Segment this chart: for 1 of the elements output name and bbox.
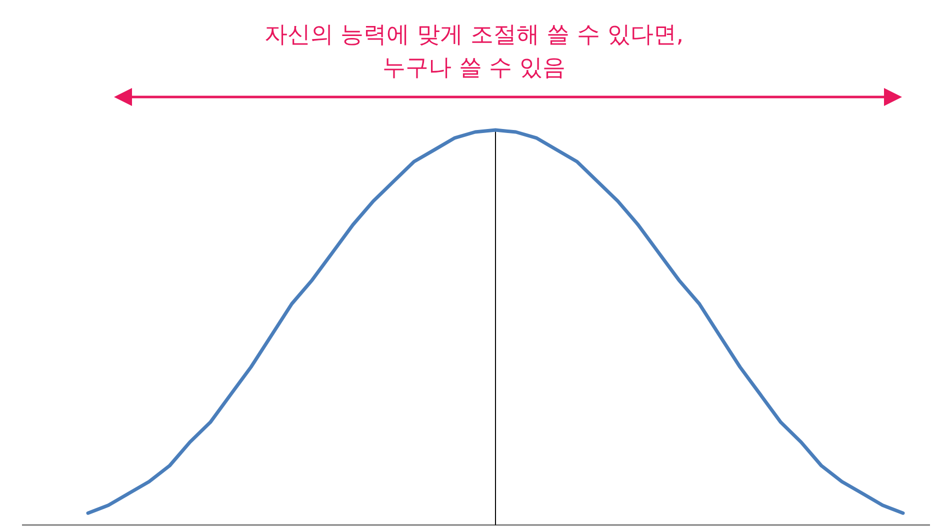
text: 자신의 능력에 맞게 조절해 쓸 수 있다면, 누구나 쓸 수 있음 <box>264 22 684 81</box>
